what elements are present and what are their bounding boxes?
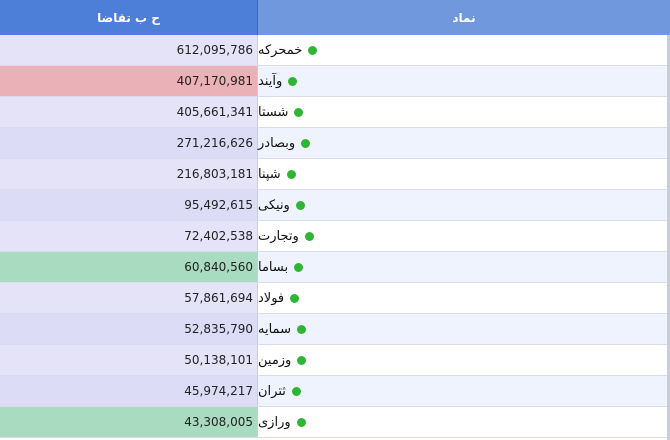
status-dot-icon <box>297 355 307 365</box>
symbol-cell[interactable]: فولاد <box>258 283 670 313</box>
symbol-name: ورازی <box>258 414 291 430</box>
column-header-demand-volume[interactable]: ح ب تقاضا <box>0 0 258 35</box>
table-row[interactable]: 216,803,181 شپنا <box>0 159 670 190</box>
symbol-cell[interactable]: شستا <box>258 97 670 127</box>
symbol-label-group: وآیند <box>258 73 298 89</box>
table-row[interactable]: 43,308,005 ورازی <box>0 407 670 438</box>
demand-volume-cell: 405,661,341 <box>0 97 258 127</box>
symbol-label-group: خمحرکه <box>258 42 318 58</box>
symbol-name: خمحرکه <box>258 42 303 58</box>
demand-volume-cell: 57,861,694 <box>0 283 258 313</box>
symbol-cell[interactable]: ثتران <box>258 376 670 406</box>
table-header: ح ب تقاضا نماد <box>0 0 670 35</box>
symbol-name: شپنا <box>258 166 281 182</box>
symbol-cell[interactable]: وزمین <box>258 345 670 375</box>
symbol-name: وزمین <box>258 352 292 368</box>
symbol-name: ونیکی <box>258 197 290 213</box>
symbol-label-group: ونیکی <box>258 198 305 213</box>
status-dot-icon <box>301 138 311 148</box>
symbol-cell[interactable]: وآیند <box>258 66 670 96</box>
status-dot-icon <box>288 76 298 86</box>
symbol-cell[interactable]: خمحرکه <box>258 35 670 65</box>
symbol-label-group: وبصادر <box>258 135 311 151</box>
symbol-label-group: بساما <box>258 259 304 275</box>
demand-volume-cell: 50,138,101 <box>0 345 258 375</box>
symbol-label-group: شستا <box>258 104 304 120</box>
symbol-name: بساما <box>258 259 289 275</box>
status-dot-icon <box>295 200 305 210</box>
table-row[interactable]: 57,861,694 فولاد <box>0 283 670 314</box>
symbol-label-group: وتجارت <box>258 229 314 244</box>
demand-volume-cell: 216,803,181 <box>0 159 258 189</box>
demand-volume-cell: 407,170,981 <box>0 66 258 96</box>
table-body: 612,095,786 خمحرکه 407,170,981 وآیند 405,661… <box>0 35 670 438</box>
table-row[interactable]: 405,661,341 شستا <box>0 97 670 128</box>
symbol-name: سمایه <box>258 321 291 337</box>
symbol-name: وآیند <box>258 73 283 89</box>
symbol-label-group: سمایه <box>258 322 306 337</box>
status-dot-icon <box>294 262 304 272</box>
symbol-cell[interactable]: وتجارت <box>258 221 670 251</box>
demand-volume-cell: 612,095,786 <box>0 35 258 65</box>
table-row[interactable]: 60,840,560 بساما <box>0 252 670 283</box>
symbol-name: ثتران <box>258 383 286 399</box>
symbol-cell[interactable]: ورازی <box>258 407 670 437</box>
symbol-cell[interactable]: سمایه <box>258 314 670 344</box>
status-dot-icon <box>294 107 304 117</box>
symbol-label-group: فولاد <box>258 290 300 306</box>
scrollbar[interactable] <box>667 35 670 440</box>
demand-volume-cell: 45,974,217 <box>0 376 258 406</box>
table-row[interactable]: 612,095,786 خمحرکه <box>0 35 670 66</box>
table-row[interactable]: 50,138,101 وزمین <box>0 345 670 376</box>
table-row[interactable]: 45,974,217 ثتران <box>0 376 670 407</box>
status-dot-icon <box>290 293 300 303</box>
demand-volume-cell: 72,402,538 <box>0 221 258 251</box>
symbol-name: وبصادر <box>258 135 296 151</box>
symbol-cell[interactable]: وبصادر <box>258 128 670 158</box>
status-dot-icon <box>291 386 301 396</box>
demand-volume-cell: 95,492,615 <box>0 190 258 220</box>
symbol-name: وتجارت <box>258 228 299 244</box>
symbol-label-group: شپنا <box>258 167 296 182</box>
table-row[interactable]: 52,835,790 سمایه <box>0 314 670 345</box>
symbol-label-group: ورازی <box>258 415 306 430</box>
demand-volume-cell: 271,216,626 <box>0 128 258 158</box>
demand-volume-cell: 60,840,560 <box>0 252 258 282</box>
symbol-cell[interactable]: ونیکی <box>258 190 670 220</box>
demand-volume-cell: 43,308,005 <box>0 407 258 437</box>
symbol-name: فولاد <box>258 290 285 306</box>
symbol-cell[interactable]: بساما <box>258 252 670 282</box>
column-header-symbol[interactable]: نماد <box>258 0 670 35</box>
status-dot-icon <box>308 45 318 55</box>
symbol-label-group: ثتران <box>258 384 301 399</box>
table-row[interactable]: 407,170,981 وآیند <box>0 66 670 97</box>
symbol-name: شستا <box>258 104 289 120</box>
status-dot-icon <box>296 324 306 334</box>
table-row[interactable]: 72,402,538 وتجارت <box>0 221 670 252</box>
demand-volume-cell: 52,835,790 <box>0 314 258 344</box>
table-row[interactable]: 271,216,626 وبصادر <box>0 128 670 159</box>
status-dot-icon <box>304 231 314 241</box>
table-row[interactable]: 95,492,615 ونیکی <box>0 190 670 221</box>
status-dot-icon <box>286 169 296 179</box>
symbol-label-group: وزمین <box>258 352 307 368</box>
status-dot-icon <box>296 417 306 427</box>
symbol-cell[interactable]: شپنا <box>258 159 670 189</box>
